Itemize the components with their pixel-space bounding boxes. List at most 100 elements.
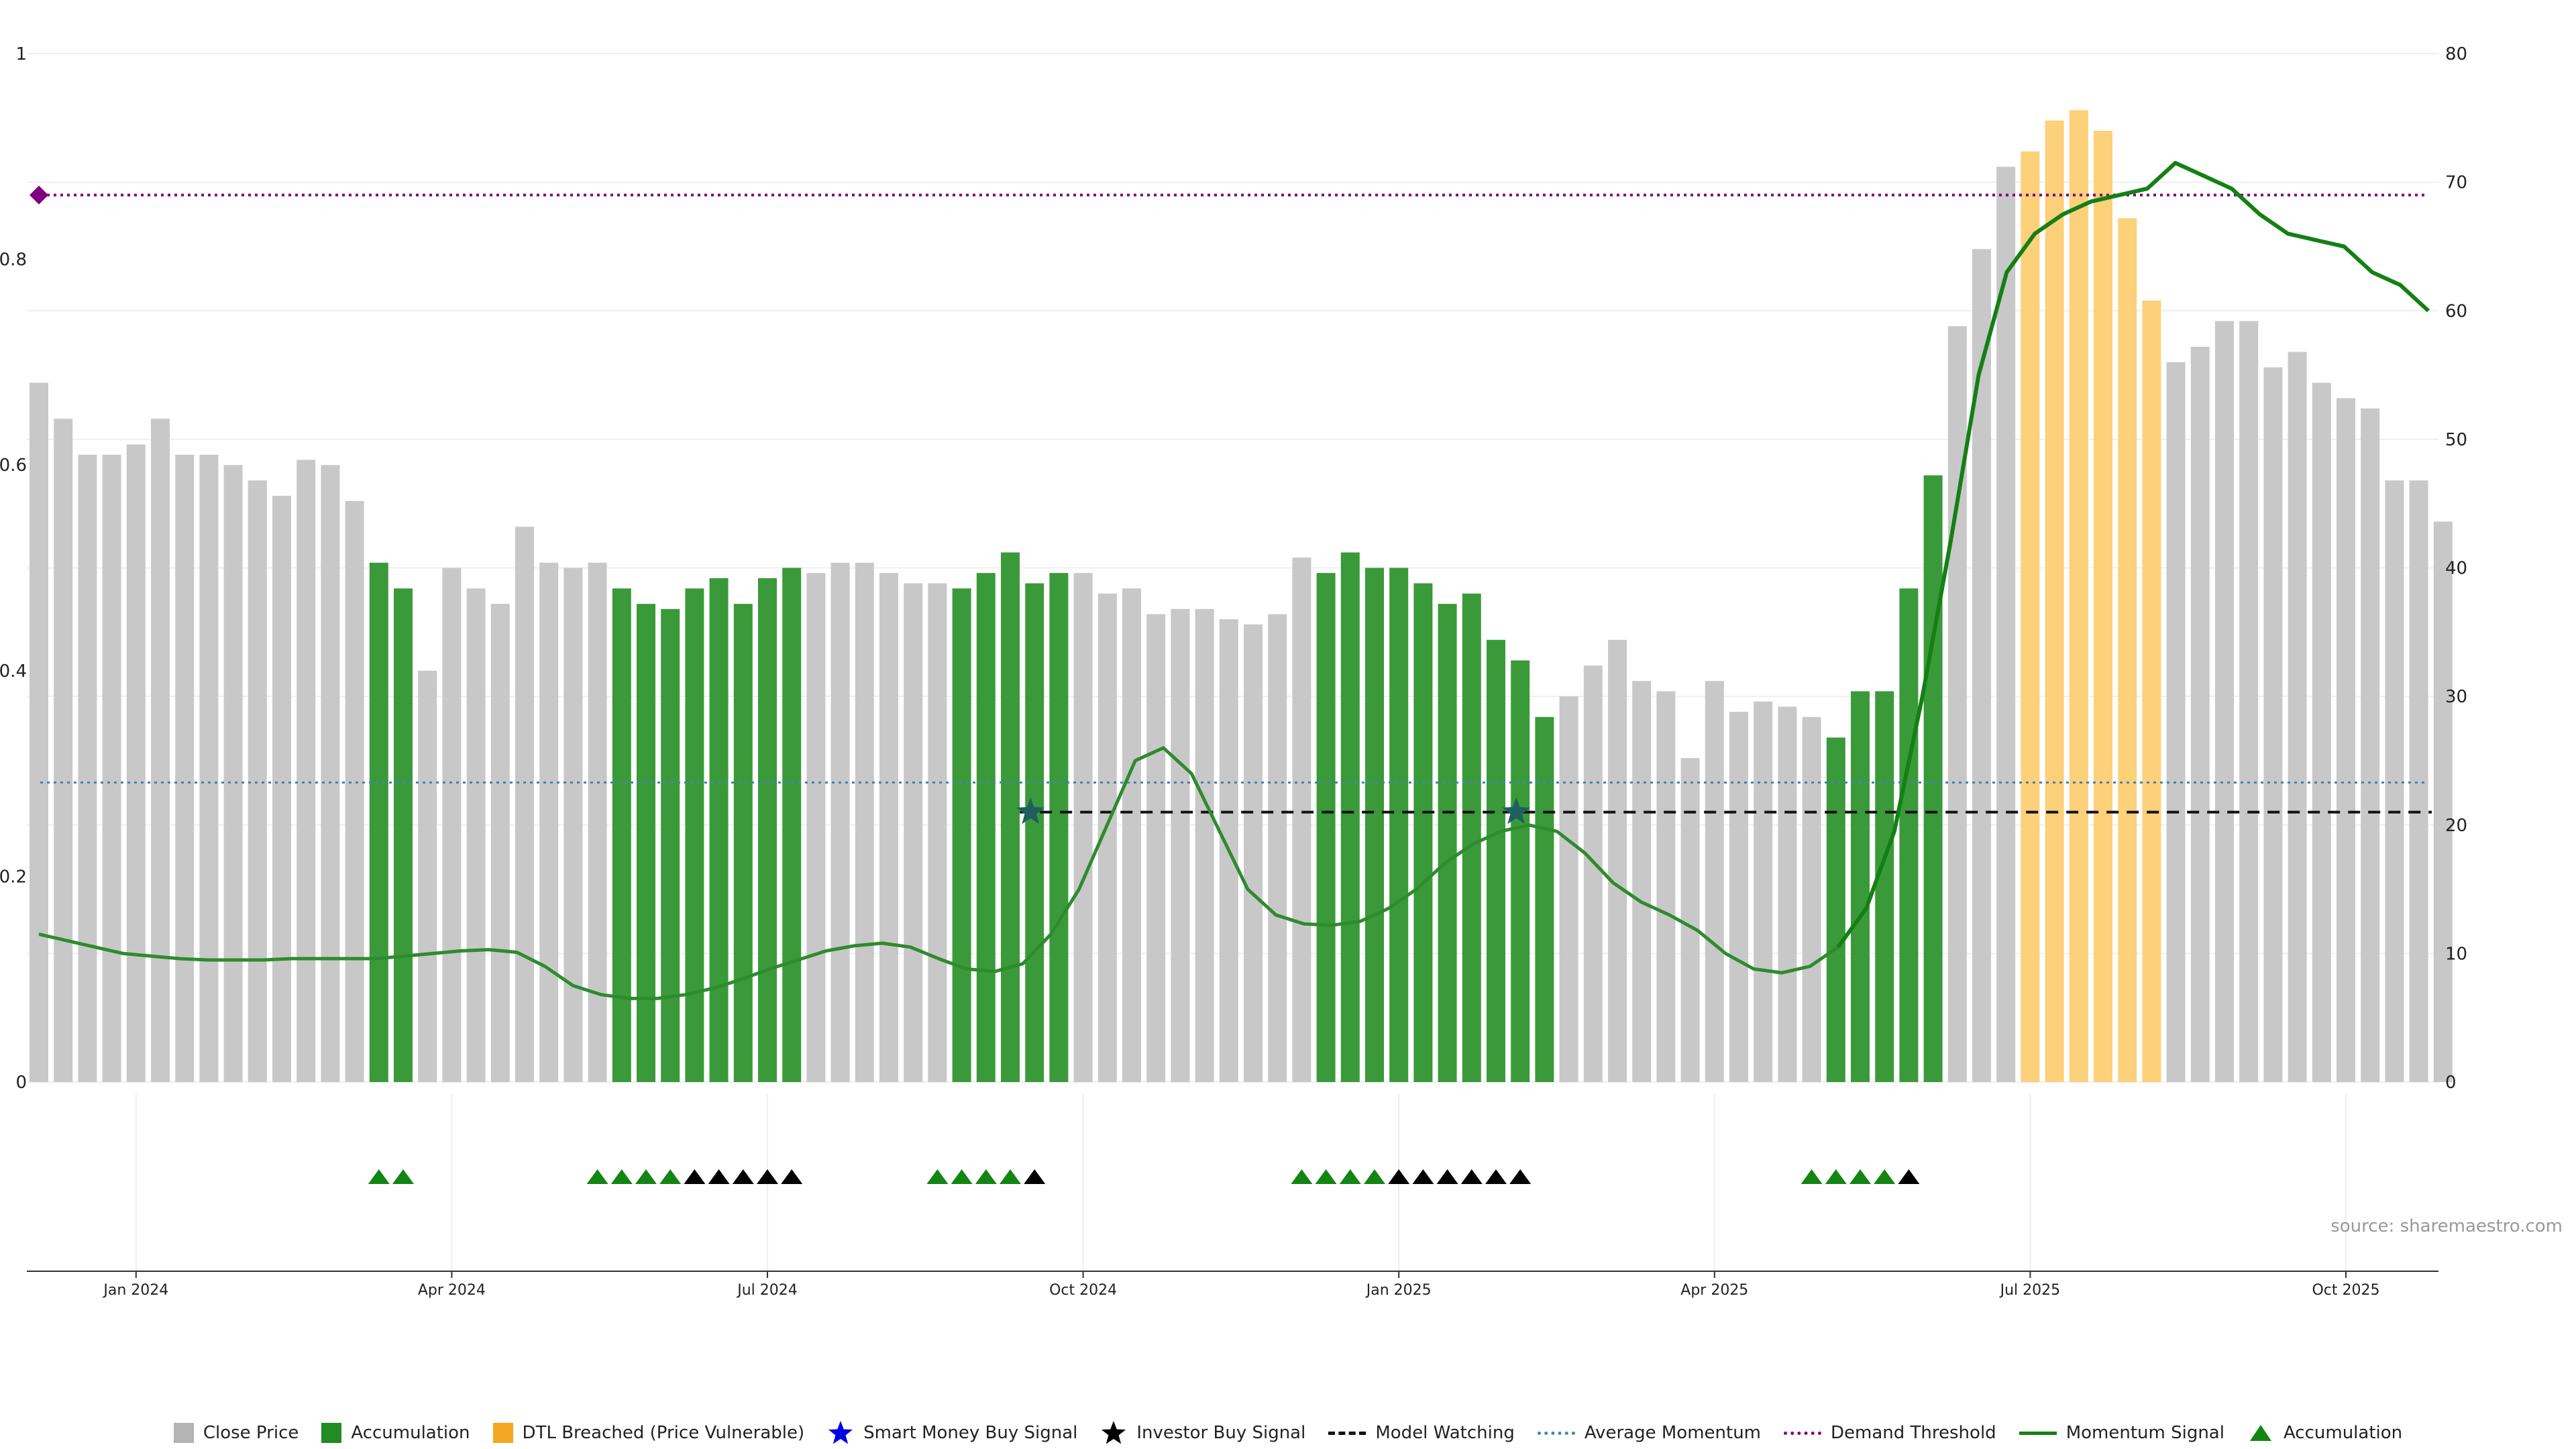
price-bar-close (1171, 608, 1190, 1082)
price-bar-accumulation (685, 588, 704, 1082)
price-bar-close (345, 500, 364, 1082)
price-bar-close (806, 573, 826, 1082)
accumulation-marker (392, 1169, 414, 1184)
legend-item: Smart Money Buy Signal (827, 1419, 1077, 1446)
price-bar-accumulation (612, 588, 631, 1082)
legend-item: Accumulation (2247, 1419, 2402, 1446)
price-bar-close (879, 573, 898, 1082)
price-bar-accumulation (369, 562, 388, 1082)
legend-line (1537, 1431, 1575, 1435)
price-bar-accumulation (709, 578, 729, 1082)
accumulation-marker (1874, 1169, 1896, 1184)
price-bar-close (102, 454, 121, 1082)
x-tick-label: Apr 2025 (1680, 1282, 1748, 1299)
x-tick-label: Jan 2024 (102, 1282, 168, 1299)
price-bar-accumulation (1001, 552, 1020, 1082)
price-bar-close (1122, 588, 1141, 1082)
price-bar-accumulation (1826, 737, 1845, 1082)
price-bar-close (442, 568, 462, 1082)
x-tick-label: Jul 2025 (1999, 1282, 2061, 1299)
accumulation-marker (951, 1169, 973, 1184)
price-bar-close (490, 604, 510, 1082)
accumulation-marker (926, 1169, 949, 1184)
price-bar-close (1244, 624, 1263, 1082)
price-bar-accumulation (733, 604, 753, 1082)
price-bar-close (199, 454, 219, 1082)
price-bar-close (588, 562, 607, 1082)
investor-marker (1460, 1169, 1483, 1184)
investor-marker (708, 1169, 730, 1184)
accumulation-marker (610, 1169, 633, 1184)
price-bar-close (1073, 573, 1093, 1082)
price-bar-close (1705, 681, 1724, 1082)
investor-marker (757, 1169, 778, 1184)
legend-label: DTL Breached (Price Vulnerable) (522, 1423, 805, 1443)
x-tick-label: Oct 2024 (1049, 1282, 1117, 1299)
accumulation-marker (1291, 1169, 1313, 1184)
price-bar-accumulation (1899, 588, 1919, 1082)
legend-star (828, 1421, 853, 1444)
price-bar-close (418, 670, 437, 1082)
price-bar-accumulation (1340, 552, 1360, 1082)
price-bar-close (30, 382, 48, 1082)
investor-marker (732, 1169, 754, 1184)
legend-triangle (2249, 1425, 2271, 1441)
bars (30, 110, 2453, 1083)
price-bar-dtl (2069, 110, 2088, 1083)
price-bar-close (2409, 480, 2428, 1082)
price-bar-accumulation (661, 608, 680, 1082)
investor-marker (1024, 1169, 1046, 1184)
price-bar-close (126, 444, 146, 1082)
price-bar-accumulation (758, 578, 777, 1082)
price-bar-accumulation (1851, 691, 1870, 1082)
price-bar-accumulation (1875, 691, 1894, 1082)
legend-line (2019, 1431, 2057, 1435)
legend-label: Demand Threshold (1831, 1423, 1996, 1443)
price-bar-dtl (2142, 300, 2161, 1082)
signal-markers (368, 1169, 1920, 1184)
demand-threshold-diamond (30, 185, 48, 205)
left-tick-label: 0 (15, 1073, 27, 1093)
accumulation-marker (1849, 1169, 1871, 1184)
investor-marker (1412, 1169, 1434, 1184)
price-bar-close (1778, 706, 1797, 1082)
accumulation-marker (975, 1169, 997, 1184)
price-bar-accumulation (1511, 660, 1530, 1082)
momentum-line-late (1836, 160, 2430, 949)
investor-marker (1436, 1169, 1458, 1184)
price-bar-close (321, 465, 340, 1082)
right-tick-label: 20 (2445, 816, 2467, 836)
price-bar-close (248, 480, 267, 1082)
price-bar-close (515, 527, 534, 1082)
price-bar-close (928, 583, 947, 1082)
price-bar-close (2190, 346, 2210, 1082)
reference-lines (30, 185, 2432, 814)
price-bar-close (1583, 665, 1603, 1082)
price-bar-accumulation (1389, 568, 1409, 1082)
left-tick-label: 0.6 (0, 455, 27, 476)
price-bar-close (2361, 408, 2380, 1082)
legend-item: DTL Breached (Price Vulnerable) (492, 1423, 805, 1443)
right-tick-label: 40 (2445, 559, 2467, 579)
left-tick-label: 1 (15, 44, 27, 64)
legend-label: Accumulation (351, 1423, 470, 1443)
price-bar-close (1268, 614, 1287, 1082)
legend-label: Smart Money Buy Signal (863, 1423, 1078, 1443)
price-bar-close (2263, 367, 2283, 1083)
price-bar-close (1292, 557, 1311, 1082)
price-bar-close (1947, 326, 1967, 1082)
price-bar-accumulation (1487, 639, 1505, 1082)
accumulation-marker (368, 1169, 390, 1184)
x-tick-label: Oct 2025 (2312, 1282, 2379, 1299)
price-bar-close (2385, 480, 2404, 1082)
price-bar-accumulation (1025, 583, 1044, 1082)
momentum-line-early (38, 746, 1839, 1000)
investor-marker (684, 1169, 706, 1184)
price-bar-close (539, 562, 559, 1082)
price-bar-close (1608, 639, 1627, 1082)
price-bar-close (1559, 696, 1578, 1082)
star-icon (828, 1421, 853, 1444)
legend-swatch (173, 1423, 194, 1443)
